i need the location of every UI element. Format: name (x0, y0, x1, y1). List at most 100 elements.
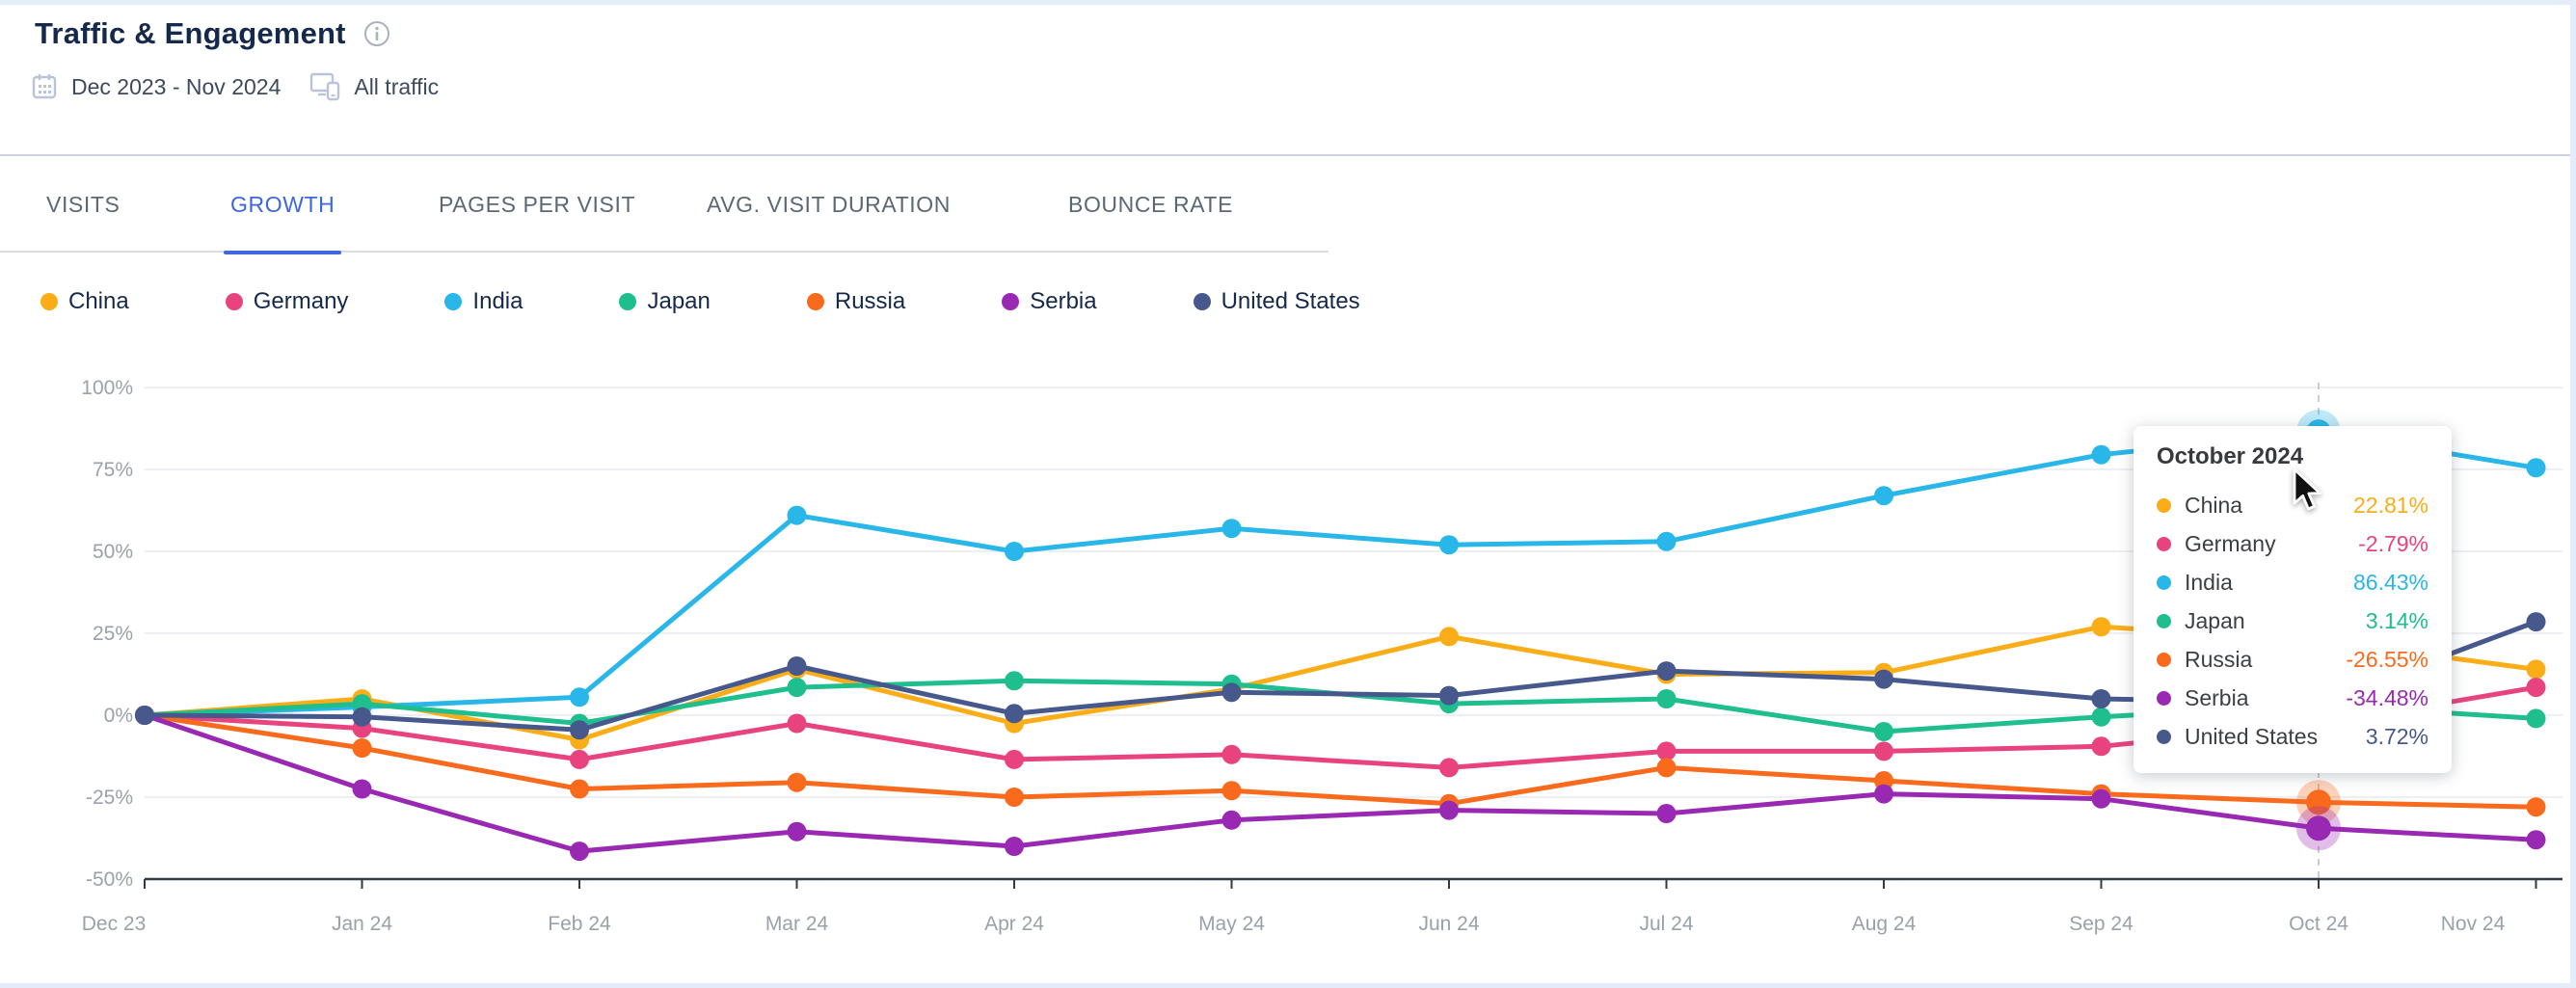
series-point-china (2091, 617, 2111, 637)
series-point-germany (1874, 741, 1893, 761)
tooltip-row-china: China 22.81% (2157, 486, 2428, 524)
series-point-russia (352, 738, 372, 758)
series-point-united-states (1005, 704, 1024, 724)
series-point-japan (2091, 707, 2111, 727)
series-point-united-states (2526, 612, 2546, 632)
series-point-japan (1656, 689, 1677, 708)
series-point-india (1656, 531, 1677, 551)
series-dot-icon (2157, 652, 2171, 667)
tab-visits[interactable]: VISITS (46, 191, 121, 217)
series-point-germany (1656, 741, 1677, 761)
x-axis-label: Jan 24 (332, 913, 392, 935)
series-point-germany (787, 713, 807, 734)
series-point-japan (1874, 722, 1893, 741)
series-dot-icon (2157, 574, 2171, 590)
legend-dot-icon (806, 293, 824, 310)
x-axis-label: Jun 24 (1418, 913, 1479, 935)
series-point-serbia (352, 779, 372, 799)
tab-bounce-rate[interactable]: BOUNCE RATE (1068, 191, 1234, 217)
series-point-india (1005, 542, 1024, 561)
series-point-united-states (787, 656, 807, 676)
series-point-united-states (1221, 682, 1242, 703)
highlight-point-serbia (2306, 815, 2331, 841)
series-point-united-states (352, 707, 372, 727)
tooltip-row-united-states: United States 3.72% (2157, 717, 2428, 756)
x-axis-label: Nov 24 (2441, 913, 2506, 935)
traffic-filter[interactable]: All traffic (354, 73, 440, 99)
metric-tabs: VISITS GROWTH PAGES PER VISIT AVG. VISIT… (0, 156, 1328, 254)
chart-legend: China Germany India Japan Russia Serbia … (40, 288, 1360, 315)
series-point-germany (2091, 736, 2111, 757)
legend-item-india[interactable]: India (444, 288, 523, 315)
series-dot-icon (2157, 613, 2171, 628)
x-axis-label: Feb 24 (548, 913, 611, 935)
series-point-india (1874, 486, 1893, 506)
series-point-germany (2526, 678, 2546, 698)
tooltip-row-japan: Japan 3.14% (2157, 601, 2428, 640)
series-point-serbia (1439, 800, 1459, 820)
tab-pages-per-visit[interactable]: PAGES PER VISIT (439, 191, 636, 217)
series-point-united-states (1874, 669, 1893, 689)
legend-item-china[interactable]: China (40, 288, 129, 315)
x-axis-label: Aug 24 (1852, 913, 1917, 935)
series-point-russia (787, 772, 807, 792)
series-point-india (787, 505, 807, 525)
growth-line-chart[interactable]: 100% 75% 50% 25% 0% -25% -50% Dec 23 Jan 24 Feb 2… (0, 5, 2576, 988)
date-range[interactable]: Dec 2023 - Nov 2024 (71, 73, 282, 99)
tab-avg-visit-duration[interactable]: AVG. VISIT DURATION (707, 191, 951, 217)
series-point-germany (1221, 744, 1242, 764)
legend-item-japan[interactable]: Japan (619, 288, 711, 315)
series-point-russia (1221, 781, 1242, 801)
tooltip-row-india: India 86.43% (2157, 563, 2428, 601)
y-axis-label: 0% (104, 705, 133, 727)
x-axis-label: Apr 24 (984, 913, 1044, 935)
x-axis-label: Sep 24 (2069, 913, 2133, 935)
series-point-united-states (2091, 689, 2111, 708)
legend-dot-icon (40, 293, 58, 310)
series-point-japan (2526, 708, 2546, 729)
header: Traffic & Engagement Dec 2023 - Nov 2024 (0, 5, 2570, 149)
traffic-engagement-card: Traffic & Engagement Dec 2023 - Nov 2024 (0, 5, 2570, 983)
header-divider (0, 154, 2570, 156)
series-point-germany (1005, 749, 1024, 769)
series-point-japan (1005, 671, 1024, 691)
x-axis-label: Oct 24 (2289, 913, 2348, 935)
series-point-united-states (1439, 685, 1459, 706)
legend-item-russia[interactable]: Russia (806, 288, 905, 315)
series-point-india (2091, 444, 2111, 465)
tooltip-row-germany: Germany -2.79% (2157, 524, 2428, 563)
series-point-russia (2526, 797, 2546, 817)
legend-item-serbia[interactable]: Serbia (1002, 288, 1097, 315)
x-axis-label: Dec 23 (82, 913, 147, 935)
highlight-point-russia (2306, 789, 2331, 815)
legend-dot-icon (225, 293, 243, 310)
tooltip-row-serbia: Serbia -34.48% (2157, 679, 2428, 717)
series-point-germany (1439, 758, 1459, 778)
series-point-united-states (570, 720, 589, 740)
series-point-serbia (2526, 830, 2546, 850)
y-axis-label: -50% (86, 868, 133, 891)
series-point-china (2526, 659, 2546, 680)
info-icon[interactable] (363, 20, 390, 47)
legend-dot-icon (619, 293, 637, 310)
series-point-serbia (1005, 837, 1024, 856)
calendar-icon (32, 74, 57, 99)
tooltip-row-russia: Russia -26.55% (2157, 640, 2428, 679)
series-point-serbia (570, 841, 589, 862)
series-dot-icon (2157, 729, 2171, 744)
series-point-russia (1656, 758, 1677, 778)
series-point-russia (570, 779, 589, 799)
all-traffic-icon (310, 72, 340, 101)
series-dot-icon (2157, 690, 2171, 706)
legend-item-united-states[interactable]: United States (1193, 288, 1360, 315)
tab-growth[interactable]: GROWTH (223, 156, 342, 254)
legend-dot-icon (1193, 293, 1211, 310)
series-point-serbia (1656, 804, 1677, 823)
page-title: Traffic & Engagement (35, 16, 346, 50)
x-axis-label: Jul 24 (1639, 913, 1693, 935)
series-dot-icon (2157, 536, 2171, 551)
legend-item-germany[interactable]: Germany (225, 288, 348, 315)
series-point-india (1221, 519, 1242, 539)
series-line-russia (142, 712, 2538, 810)
